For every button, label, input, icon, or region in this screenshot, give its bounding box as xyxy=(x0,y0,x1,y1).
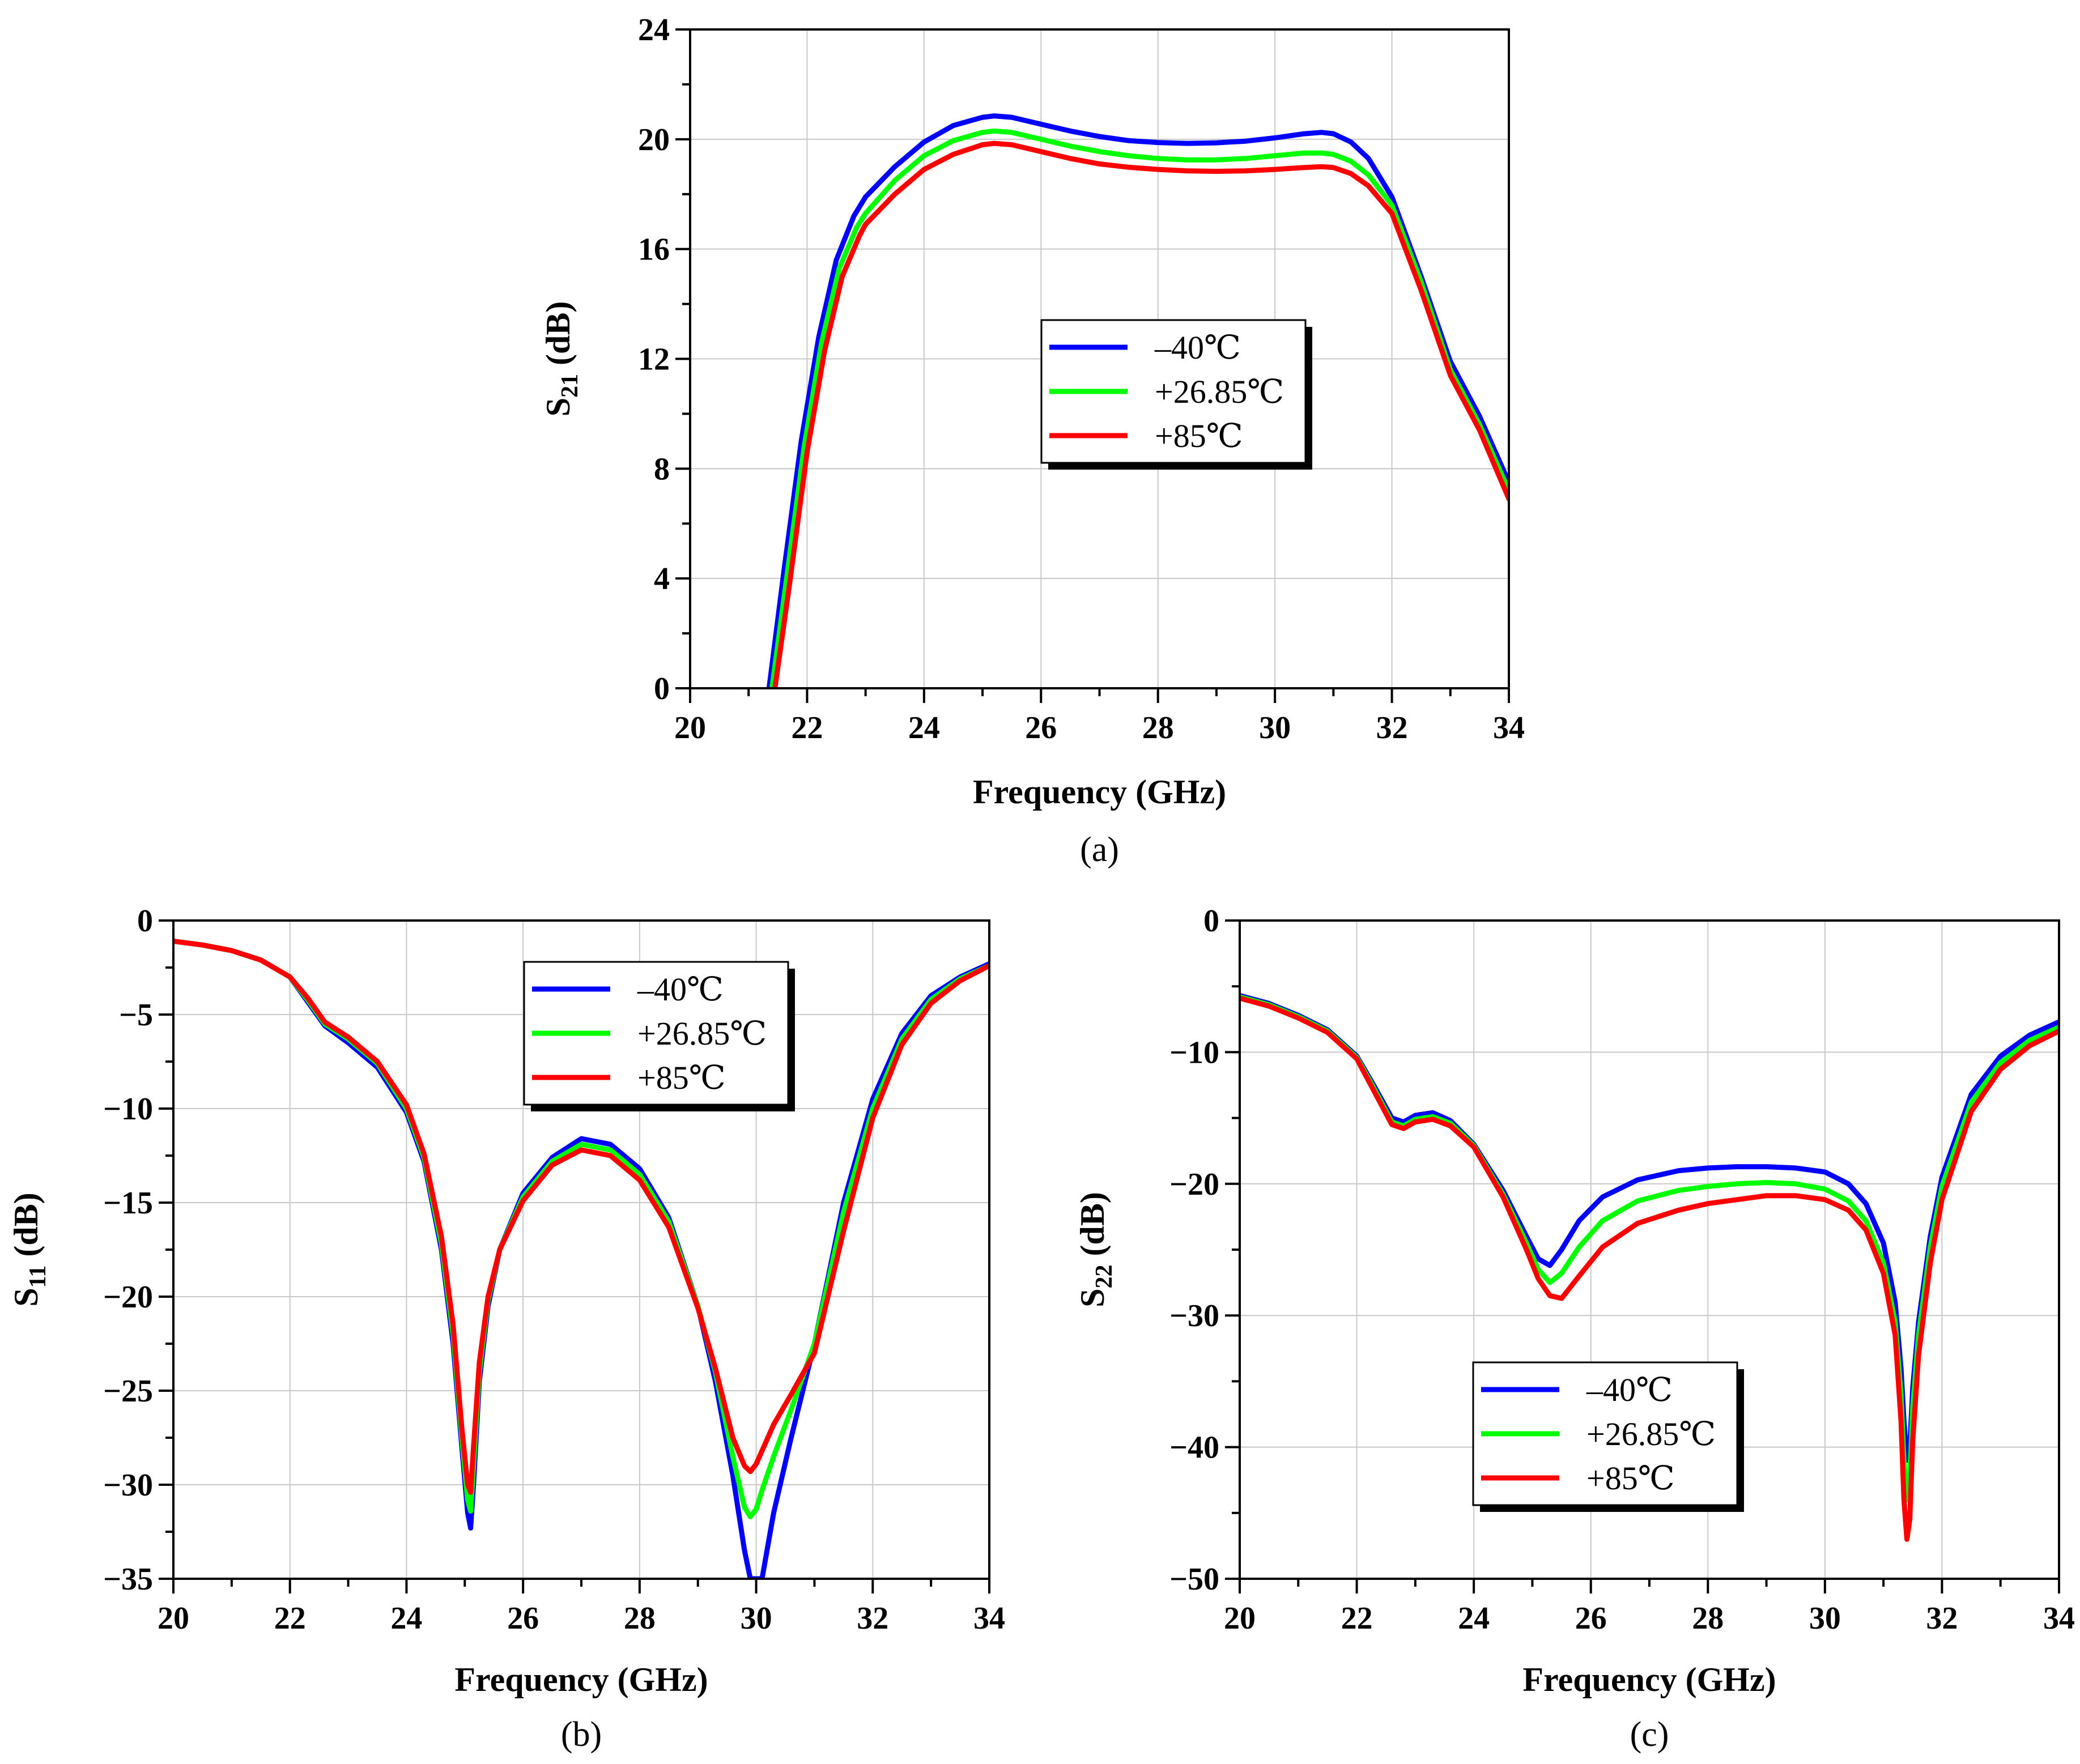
x-tick-label: 26 xyxy=(1025,710,1057,745)
y-tick-label: 0 xyxy=(1203,904,1219,939)
y-axis-label: S11 (dB) xyxy=(7,1192,51,1306)
legend-label: +26.85℃ xyxy=(1586,1416,1716,1452)
y-tick-label: −35 xyxy=(103,1562,153,1597)
x-tick-label: 32 xyxy=(857,1601,888,1636)
legend-label: +85℃ xyxy=(1155,417,1243,454)
y-tick-label: −20 xyxy=(103,1280,153,1315)
y-tick-label: 8 xyxy=(654,451,670,487)
y-tick-label: −30 xyxy=(1169,1298,1219,1333)
chart-s21: 20 22 24 26 28 30 32 34 0 4 8 12 16 20 24 –40℃ +26.85℃ +8… xyxy=(539,12,1525,869)
series-line xyxy=(766,113,1509,688)
x-tick-label: 32 xyxy=(1376,710,1408,745)
x-tick-label: 34 xyxy=(2043,1601,2075,1636)
x-axis-label: Frequency (GHz) xyxy=(1522,1661,1776,1698)
y-tick-label: −20 xyxy=(1169,1167,1219,1202)
x-tick-label: 22 xyxy=(1341,1601,1373,1636)
y-axis-label-main: S xyxy=(539,398,577,416)
y-tick-label: 4 xyxy=(654,561,670,596)
panel-label: (a) xyxy=(1080,830,1119,869)
legend-label: +85℃ xyxy=(1586,1460,1675,1497)
x-tick-label: 24 xyxy=(1458,1601,1490,1636)
y-axis-label-subscript: 21 xyxy=(557,374,583,398)
plot-frame xyxy=(1239,919,2060,1580)
series-line xyxy=(1240,995,2059,1542)
y-axis-label: S21 (dB) xyxy=(539,301,583,417)
x-tick-label: 28 xyxy=(1142,710,1174,745)
x-tick-label: 34 xyxy=(973,1601,1005,1636)
chart-s22: 20 22 24 26 28 30 32 34 0 −10 −20 −30 −40 −50 –40℃ +26.… xyxy=(1074,904,2075,1754)
y-axis-label-subscript: 22 xyxy=(1091,1264,1117,1288)
y-axis-label-unit: (dB) xyxy=(539,301,577,374)
legend-label: +26.85℃ xyxy=(637,1015,767,1052)
plot-frame xyxy=(689,28,1510,689)
x-tick-label: 30 xyxy=(741,1601,772,1636)
x-tick-label: 24 xyxy=(908,710,940,745)
x-tick-label: 20 xyxy=(158,1601,189,1636)
y-tick-label: −10 xyxy=(103,1092,153,1127)
x-axis-label: Frequency (GHz) xyxy=(454,1661,708,1698)
panel-label: (b) xyxy=(561,1715,602,1754)
x-tick-label: 26 xyxy=(1575,1601,1607,1636)
y-tick-label: 20 xyxy=(638,122,670,157)
x-tick-label: 20 xyxy=(674,710,706,745)
legend: –40℃ +26.85℃ +85℃ xyxy=(1040,319,1312,470)
y-axis-label: S22 (dB) xyxy=(1074,1192,1117,1307)
series-line xyxy=(772,140,1509,688)
y-tick-label: −10 xyxy=(1169,1035,1219,1070)
y-tick-label: −15 xyxy=(103,1186,153,1221)
y-axis-label-subscript: 11 xyxy=(25,1266,51,1288)
series-line xyxy=(173,939,989,1495)
x-tick-label: 30 xyxy=(1259,710,1291,745)
series-line xyxy=(769,128,1509,688)
panel-label: (c) xyxy=(1630,1715,1669,1754)
legend: –40℃ +26.85℃ +85℃ xyxy=(523,961,795,1111)
y-tick-label: −50 xyxy=(1169,1562,1219,1597)
legend-label: –40℃ xyxy=(1586,1371,1673,1408)
legend-label: –40℃ xyxy=(637,971,724,1008)
y-axis-label-unit: (dB) xyxy=(7,1192,45,1265)
y-tick-label: −40 xyxy=(1169,1430,1219,1465)
legend-label: +26.85℃ xyxy=(1155,373,1284,410)
legend: –40℃ +26.85℃ +85℃ xyxy=(1472,1361,1744,1512)
x-tick-label: 22 xyxy=(274,1601,306,1636)
x-tick-label: 24 xyxy=(390,1601,422,1636)
y-tick-label: 0 xyxy=(137,904,153,939)
x-axis-label: Frequency (GHz) xyxy=(973,773,1226,811)
x-tick-label: 26 xyxy=(507,1601,539,1636)
chart-s11: 20 22 24 26 28 30 32 34 0 −5 −10 −15 −20 −25 −30 −35 –40… xyxy=(7,904,1005,1754)
y-tick-label: −30 xyxy=(103,1468,153,1503)
y-tick-label: 12 xyxy=(638,342,670,377)
legend-label: –40℃ xyxy=(1154,329,1241,366)
plot-frame xyxy=(172,919,990,1580)
x-tick-label: 22 xyxy=(791,710,823,745)
y-tick-label: 16 xyxy=(638,232,670,267)
x-tick-label: 32 xyxy=(1926,1601,1958,1636)
legend-label: +85℃ xyxy=(637,1059,726,1096)
y-tick-label: 0 xyxy=(654,671,670,706)
x-tick-label: 28 xyxy=(1692,1601,1724,1636)
y-tick-label: 24 xyxy=(638,12,670,48)
y-tick-label: −5 xyxy=(119,998,153,1033)
x-tick-label: 34 xyxy=(1493,710,1525,745)
y-axis-label-main: S xyxy=(1074,1288,1111,1307)
y-axis-label-unit: (dB) xyxy=(1074,1192,1111,1264)
x-tick-label: 28 xyxy=(624,1601,656,1636)
x-tick-label: 30 xyxy=(1809,1601,1841,1636)
y-axis-label-main: S xyxy=(7,1288,45,1306)
x-tick-label: 20 xyxy=(1224,1601,1256,1636)
y-tick-label: −25 xyxy=(103,1374,153,1409)
